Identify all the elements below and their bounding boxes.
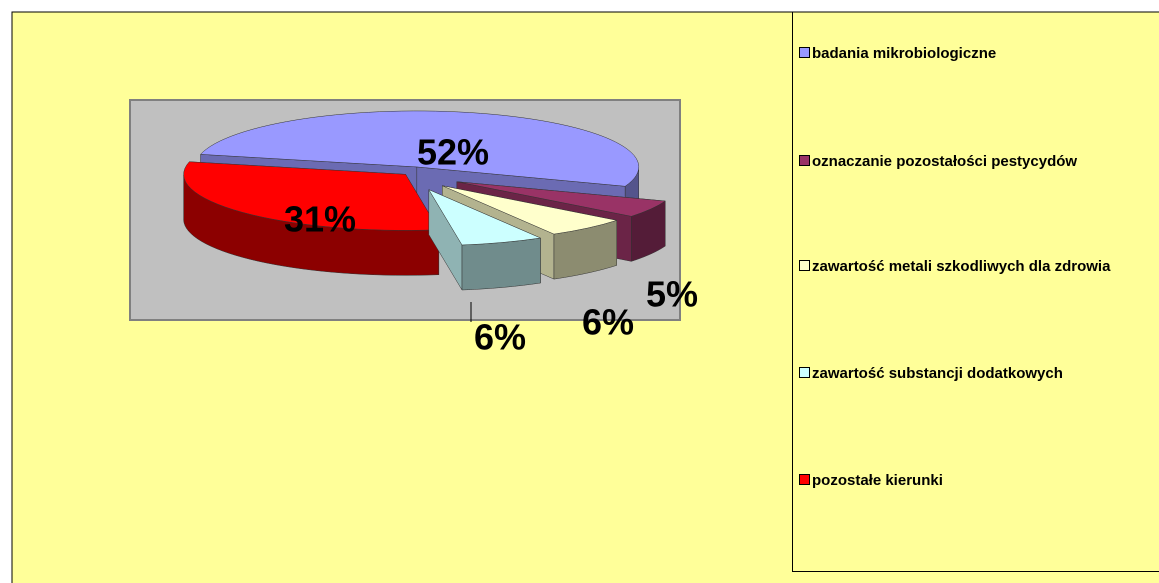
- data-label: 5%: [646, 274, 698, 315]
- legend-label: badania mikrobiologiczne: [812, 45, 997, 62]
- slice: [428, 189, 542, 246]
- legend-swatch: [799, 260, 810, 271]
- data-label: 6%: [474, 317, 526, 358]
- legend-item: oznaczanie pozostałości pestycydów: [799, 152, 1077, 171]
- slice: [456, 181, 666, 217]
- legend-item: zawartość metali szkodliwych dla zdrowia: [799, 257, 1143, 276]
- data-label: 31%: [284, 199, 356, 240]
- data-label: 6%: [582, 302, 634, 343]
- slice: [183, 161, 440, 231]
- legend: badania mikrobiologiczne oznaczanie pozos…: [792, 12, 1159, 572]
- legend-swatch: [799, 155, 810, 166]
- slice: [199, 110, 640, 187]
- legend-label: zawartość metali szkodliwych dla zdrowia: [812, 258, 1111, 275]
- data-label: 52%: [417, 132, 489, 173]
- legend-label: oznaczanie pozostałości pestycydów: [812, 153, 1078, 170]
- legend-label: zawartość substancji dodatkowych: [812, 365, 1063, 382]
- legend-item: pozostałe kierunki: [799, 471, 943, 490]
- legend-label: pozostałe kierunki: [812, 472, 943, 489]
- legend-swatch: [799, 474, 810, 485]
- slice: [442, 185, 618, 235]
- pie: [183, 110, 666, 291]
- legend-swatch: [799, 367, 810, 378]
- legend-swatch: [799, 47, 810, 58]
- legend-item: badania mikrobiologiczne: [799, 44, 996, 63]
- slice-side: [461, 237, 541, 291]
- legend-item: zawartość substancji dodatkowych: [799, 364, 1063, 383]
